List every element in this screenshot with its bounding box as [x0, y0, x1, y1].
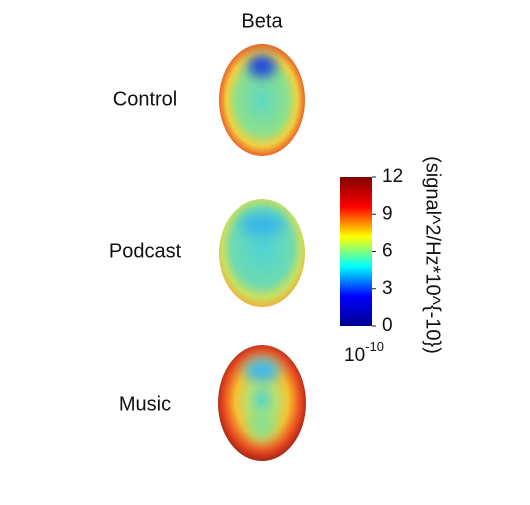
colorbar-tick-label: 6 — [382, 241, 393, 262]
row-label: Podcast — [109, 240, 182, 262]
colorbar-tick-label: 3 — [382, 278, 393, 299]
title: Beta — [241, 10, 283, 32]
colorbar — [340, 177, 372, 326]
topomap-podcast — [219, 199, 305, 307]
scale-exponent: -10 — [365, 339, 384, 354]
row-label: Control — [113, 88, 177, 110]
scale-base: 10 — [344, 345, 365, 366]
colorbar-tick-label: 9 — [382, 203, 393, 224]
colorbar-tick-label: 12 — [382, 166, 403, 187]
colorbar-label: (signal^2/Hz*10^{-10}) — [422, 156, 444, 354]
colorbar-tick-label: 0 — [382, 315, 393, 336]
topomap-control — [219, 44, 305, 156]
topomap-music — [218, 345, 306, 461]
row-label: Music — [119, 393, 171, 415]
colorbar-scale: 10-10 — [344, 339, 384, 366]
